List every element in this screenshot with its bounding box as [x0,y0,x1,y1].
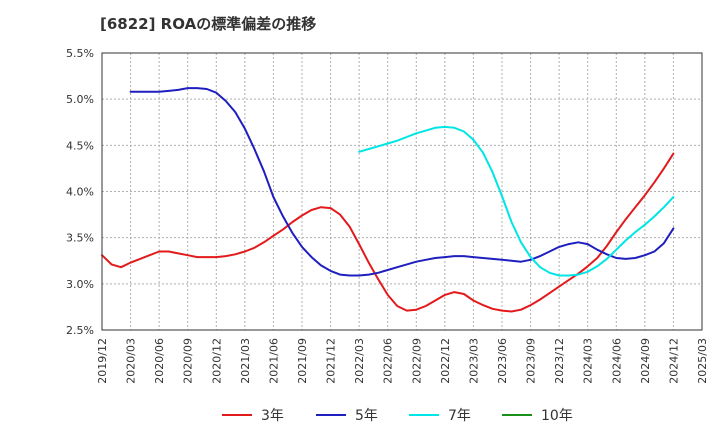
x-tick-label: 2022/06 [382,338,395,384]
x-tick-label: 2024/06 [610,338,623,384]
x-tick-label: 2020/12 [210,338,223,384]
y-tick-label: 3.0% [66,278,94,291]
x-tick-label: 2024/12 [667,338,680,384]
y-tick-label: 5.5% [66,47,94,60]
grid-layer [101,52,703,331]
plot-frame [101,52,703,331]
x-tick-label: 2023/06 [496,338,509,384]
y-tick-label: 4.5% [66,139,94,152]
y-tick-label: 4.0% [66,186,94,199]
series-line-3 [358,125,675,277]
y-tick-label: 3.5% [66,232,94,245]
chart-title: [6822] ROAの標準偏差の推移 [100,15,317,33]
x-tick-label: 2020/03 [125,338,138,384]
x-tick-label: 2024/03 [582,338,595,384]
y-tick-label: 5.0% [66,93,94,106]
x-tick-label: 2020/06 [153,338,166,384]
x-tick-label: 2022/12 [439,338,452,384]
x-tick-label: 2021/03 [239,338,252,384]
y-tick-label: 2.5% [66,324,94,337]
x-tick-label: 2021/06 [267,338,280,384]
x-tick-label: 2024/09 [639,338,652,384]
legend-label: 5年 [355,408,378,424]
x-tick-label: 2025/03 [696,338,709,384]
x-tick-label: 2021/12 [325,338,338,384]
x-tick-label: 2022/09 [410,338,423,384]
legend-label: 3年 [261,408,284,424]
x-tick-label: 2022/03 [353,338,366,384]
series-line-2 [129,87,675,277]
x-tick-label: 2021/09 [296,338,309,384]
legend: 3年 5年 7年 10年 [222,408,573,424]
x-tick-label: 2023/09 [525,338,538,384]
x-tick-label: 2023/03 [467,338,480,384]
x-tick-label: 2020/09 [182,338,195,384]
x-tick-label: 2019/12 [96,338,109,384]
x-axis: 2019/12 2020/03 2020/06 2020/09 2020/12 2021/… [96,338,709,384]
x-tick-label: 2023/12 [553,338,566,384]
series-layer [101,87,675,313]
y-axis: 2.5% 3.0% 3.5% 4.0% 4.5% 5.0% 5.5% [66,47,94,337]
legend-label: 10年 [541,408,573,424]
legend-label: 7年 [448,408,471,424]
